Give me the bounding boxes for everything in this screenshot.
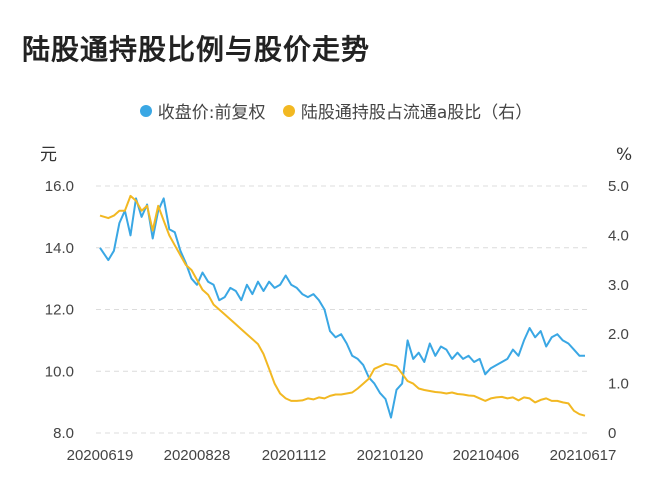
right-tick-label: 1.0: [608, 376, 629, 393]
right-tick-label: 4.0: [608, 227, 629, 244]
left-tick-label: 16.0: [45, 178, 74, 195]
x-tick-label: 20200828: [164, 447, 231, 464]
legend-marker-holding: [282, 104, 295, 117]
legend-label-holding: 陆股通持股占流通a股比（右）: [300, 103, 533, 123]
legend-label-price: 收盘价:前复权: [157, 103, 266, 123]
right-tick-label: 2.0: [608, 326, 629, 343]
series-group: [99, 194, 586, 419]
left-tick-label: 8.0: [53, 425, 74, 442]
left-axis: 16.0 14.0 12.0 10.0 8.0: [45, 178, 74, 442]
x-tick-label: 20210406: [453, 447, 520, 464]
left-tick-label: 12.0: [45, 302, 74, 319]
legend: 收盘价:前复权 陆股通持股占流通a股比（右）: [0, 98, 672, 123]
legend-item-price[interactable]: 收盘价:前复权: [139, 98, 266, 123]
left-tick-label: 10.0: [45, 363, 74, 380]
left-axis-unit: 元: [40, 145, 57, 165]
right-tick-label: 0: [608, 425, 616, 442]
right-axis: 5.0 4.0 3.0 2.0 1.0 0: [608, 178, 629, 442]
x-tick-label: 20210617: [550, 447, 617, 464]
right-axis-unit: %: [616, 145, 632, 165]
chart-title: 陆股通持股比例与股价走势: [22, 33, 371, 66]
right-tick-label: 5.0: [608, 178, 629, 195]
x-tick-label: 20200619: [67, 447, 134, 464]
right-tick-label: 3.0: [608, 277, 629, 294]
x-tick-label: 20210120: [357, 447, 424, 464]
grid-lines: [96, 185, 590, 434]
legend-item-holding[interactable]: 陆股通持股占流通a股比（右）: [282, 98, 533, 123]
price-series-line: [99, 197, 585, 419]
left-tick-label: 14.0: [45, 240, 74, 257]
legend-marker-price: [139, 104, 152, 117]
x-tick-label: 20201112: [262, 447, 327, 464]
x-axis: 20200619 20200828 20201112 20210120 20210406…: [67, 447, 617, 464]
holding-series-line: [99, 194, 586, 417]
